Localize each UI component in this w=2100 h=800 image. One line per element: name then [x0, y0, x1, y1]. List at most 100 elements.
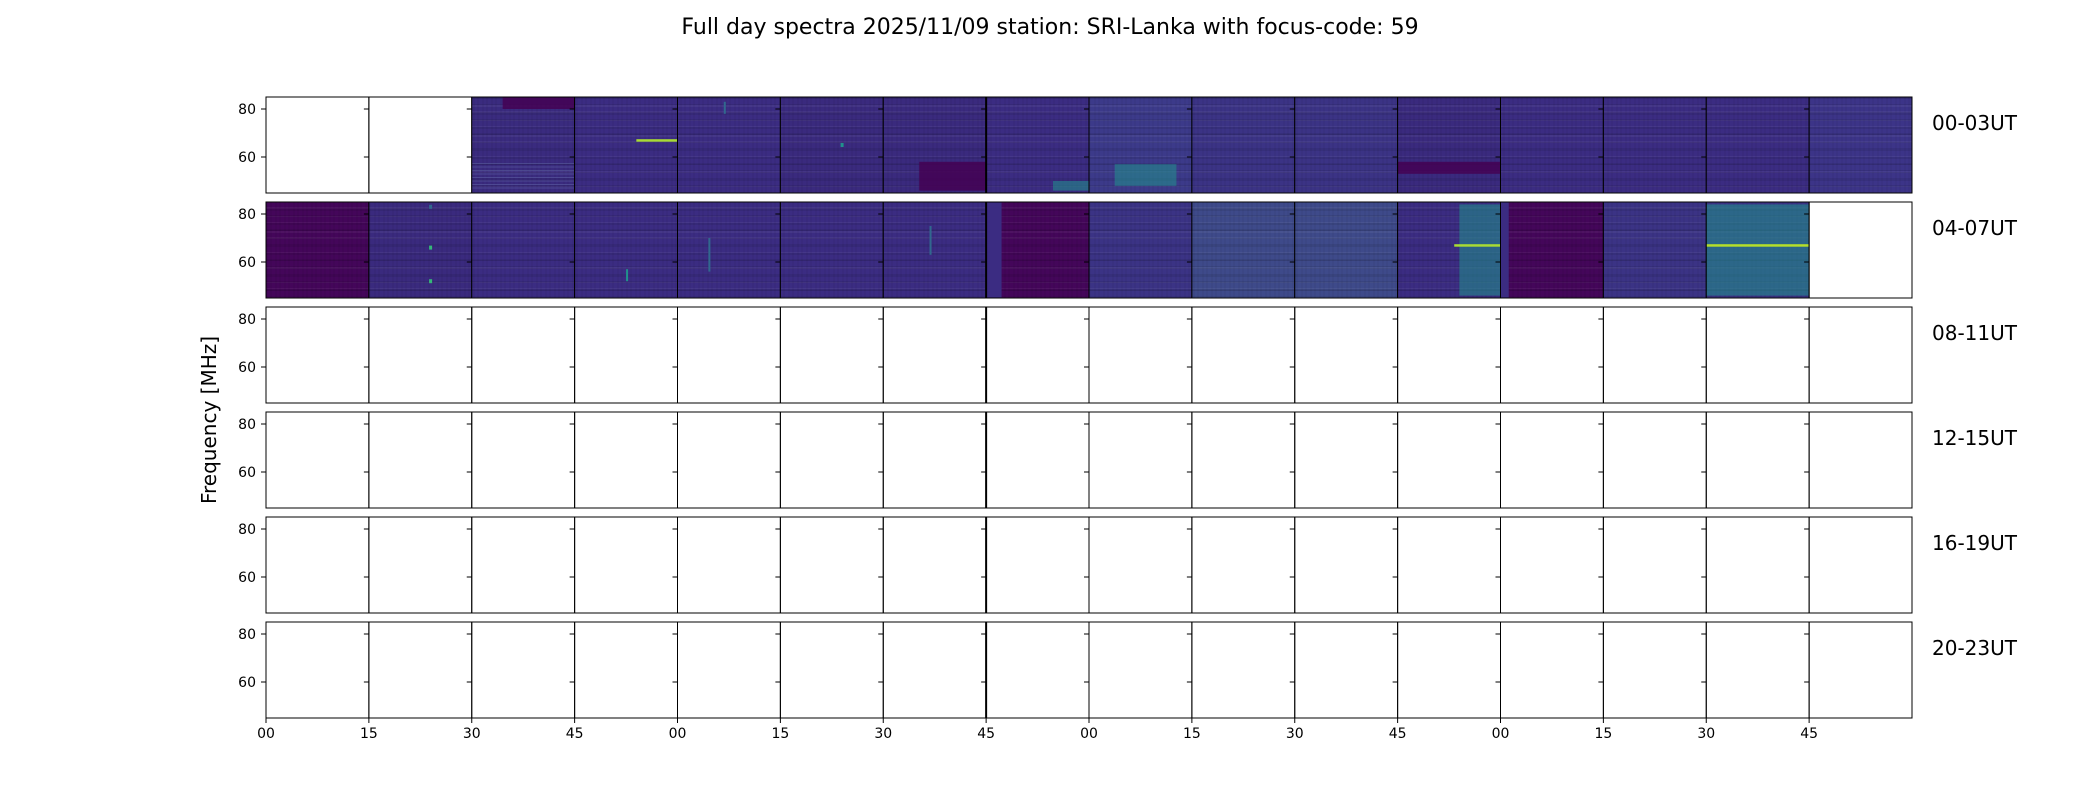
x-axis-ticks: 00 15 30 45 00 15 30 45 00 15 30 45 00 15 30 45	[257, 718, 1818, 742]
burst-line	[626, 269, 629, 282]
panel-frame	[265, 621, 370, 719]
spectrum-panel	[466, 306, 576, 404]
panel-frame	[1602, 411, 1707, 509]
spectrum-panel	[1084, 96, 1193, 194]
spectrum-spike	[429, 245, 433, 250]
y-tick-label: 60	[238, 570, 256, 586]
spectrum-panel	[1186, 201, 1296, 299]
panel-frame	[1808, 516, 1913, 614]
y-tick-label: 60	[238, 465, 256, 481]
panel-frame	[1808, 621, 1913, 719]
panel-frame	[677, 306, 781, 404]
spectrum-panel	[363, 96, 473, 194]
spectrum-texture	[677, 97, 781, 193]
spectrum-texture	[1603, 202, 1707, 298]
spectrum-stripe	[1500, 202, 1509, 298]
spectrum-panel	[261, 411, 370, 509]
panel-frame	[471, 411, 576, 509]
row-time-label: 12-15UT	[1932, 426, 2018, 450]
spectrum-texture	[1191, 202, 1295, 298]
panel-frame	[265, 96, 370, 194]
panel-frame	[1602, 621, 1707, 719]
x-tick-label: 00	[257, 726, 275, 742]
x-tick-label: 45	[566, 726, 584, 742]
spectrum-panel	[1186, 516, 1296, 614]
spectrum-panel	[1392, 621, 1501, 719]
spectra-row: 60 80 08-11UT	[238, 306, 2018, 404]
panel-frame	[677, 516, 781, 614]
spectrum-panel	[672, 411, 781, 509]
panel-frame	[882, 411, 987, 509]
panel-frame	[1088, 516, 1193, 614]
panel-frame	[1500, 516, 1604, 614]
panel-frame	[1397, 516, 1501, 614]
panel-frame	[265, 516, 370, 614]
spectrum-panel	[672, 621, 781, 719]
spectrum-panel	[466, 201, 576, 299]
spectrum-panel	[363, 306, 473, 404]
spectrum-panel	[775, 411, 884, 509]
panel-frame	[1602, 516, 1707, 614]
spectrum-panel	[261, 621, 370, 719]
spectrum-panel	[1495, 201, 1604, 299]
x-tick-label: 30	[1697, 726, 1715, 742]
interference-line	[471, 173, 575, 175]
spectrum-panel	[569, 516, 678, 614]
spectrum-panel	[878, 96, 987, 194]
spectrum-panel	[1392, 411, 1501, 509]
panel-frame	[1294, 621, 1399, 719]
spectrum-panel	[1186, 96, 1296, 194]
burst-line	[929, 226, 932, 255]
row-time-label: 16-19UT	[1932, 531, 2018, 555]
panel-frame	[368, 516, 473, 614]
spectrum-panel	[878, 621, 987, 719]
spectrum-panel	[1186, 621, 1296, 719]
panel-frame	[1808, 201, 1913, 299]
spectrum-panel	[1701, 411, 1810, 509]
panel-frame	[882, 621, 987, 719]
y-tick-label: 60	[238, 675, 256, 691]
spectrum-texture	[1603, 97, 1707, 193]
spectra-row: 60 80 00-03UT	[238, 96, 2018, 194]
spectrum-panel	[981, 621, 1090, 719]
panel-frame	[574, 516, 678, 614]
spectrum-panel	[363, 411, 473, 509]
spectrum-texture	[986, 97, 1089, 193]
panel-frame	[1500, 306, 1604, 404]
panel-frame	[1191, 306, 1296, 404]
spectra-row: 60 80 20-23UT	[238, 621, 2018, 719]
x-tick-label: 00	[1492, 726, 1510, 742]
spectrum-panel	[466, 96, 576, 194]
low-power-region	[1397, 161, 1501, 174]
spectrum-panel	[1701, 96, 1810, 194]
spectrum-panel	[1289, 201, 1399, 299]
panel-frame	[1397, 411, 1501, 509]
panel-frame	[1088, 621, 1193, 719]
interference-line	[471, 177, 575, 178]
spectrum-panel	[878, 306, 987, 404]
spectrum-texture	[1706, 97, 1810, 193]
chart-title: Full day spectra 2025/11/09 station: SRI…	[681, 15, 1418, 40]
spectrum-panel	[1804, 621, 1913, 719]
spectrum-texture	[266, 202, 369, 298]
spectrum-panel	[1186, 411, 1296, 509]
y-tick-label: 60	[238, 360, 256, 376]
panel-frame	[1705, 621, 1810, 719]
spectrum-panel	[672, 96, 781, 194]
spectrum-panel	[672, 306, 781, 404]
spectrum-panel	[1701, 306, 1810, 404]
spectrum-panel	[878, 516, 987, 614]
spectrum-panel	[672, 516, 781, 614]
interference-line	[471, 187, 575, 189]
spectrum-panel	[363, 621, 473, 719]
spectrum-texture	[1809, 97, 1912, 193]
y-tick-label: 80	[238, 207, 256, 223]
panel-frame	[368, 96, 473, 194]
row-time-label: 08-11UT	[1932, 321, 2018, 345]
spectrum-panel	[569, 411, 678, 509]
spectrum-texture	[1294, 97, 1398, 193]
spectrum-panel	[261, 516, 370, 614]
spectrum-texture	[1089, 202, 1192, 298]
spectrum-panel	[775, 96, 884, 194]
spectrum-panel	[363, 516, 473, 614]
